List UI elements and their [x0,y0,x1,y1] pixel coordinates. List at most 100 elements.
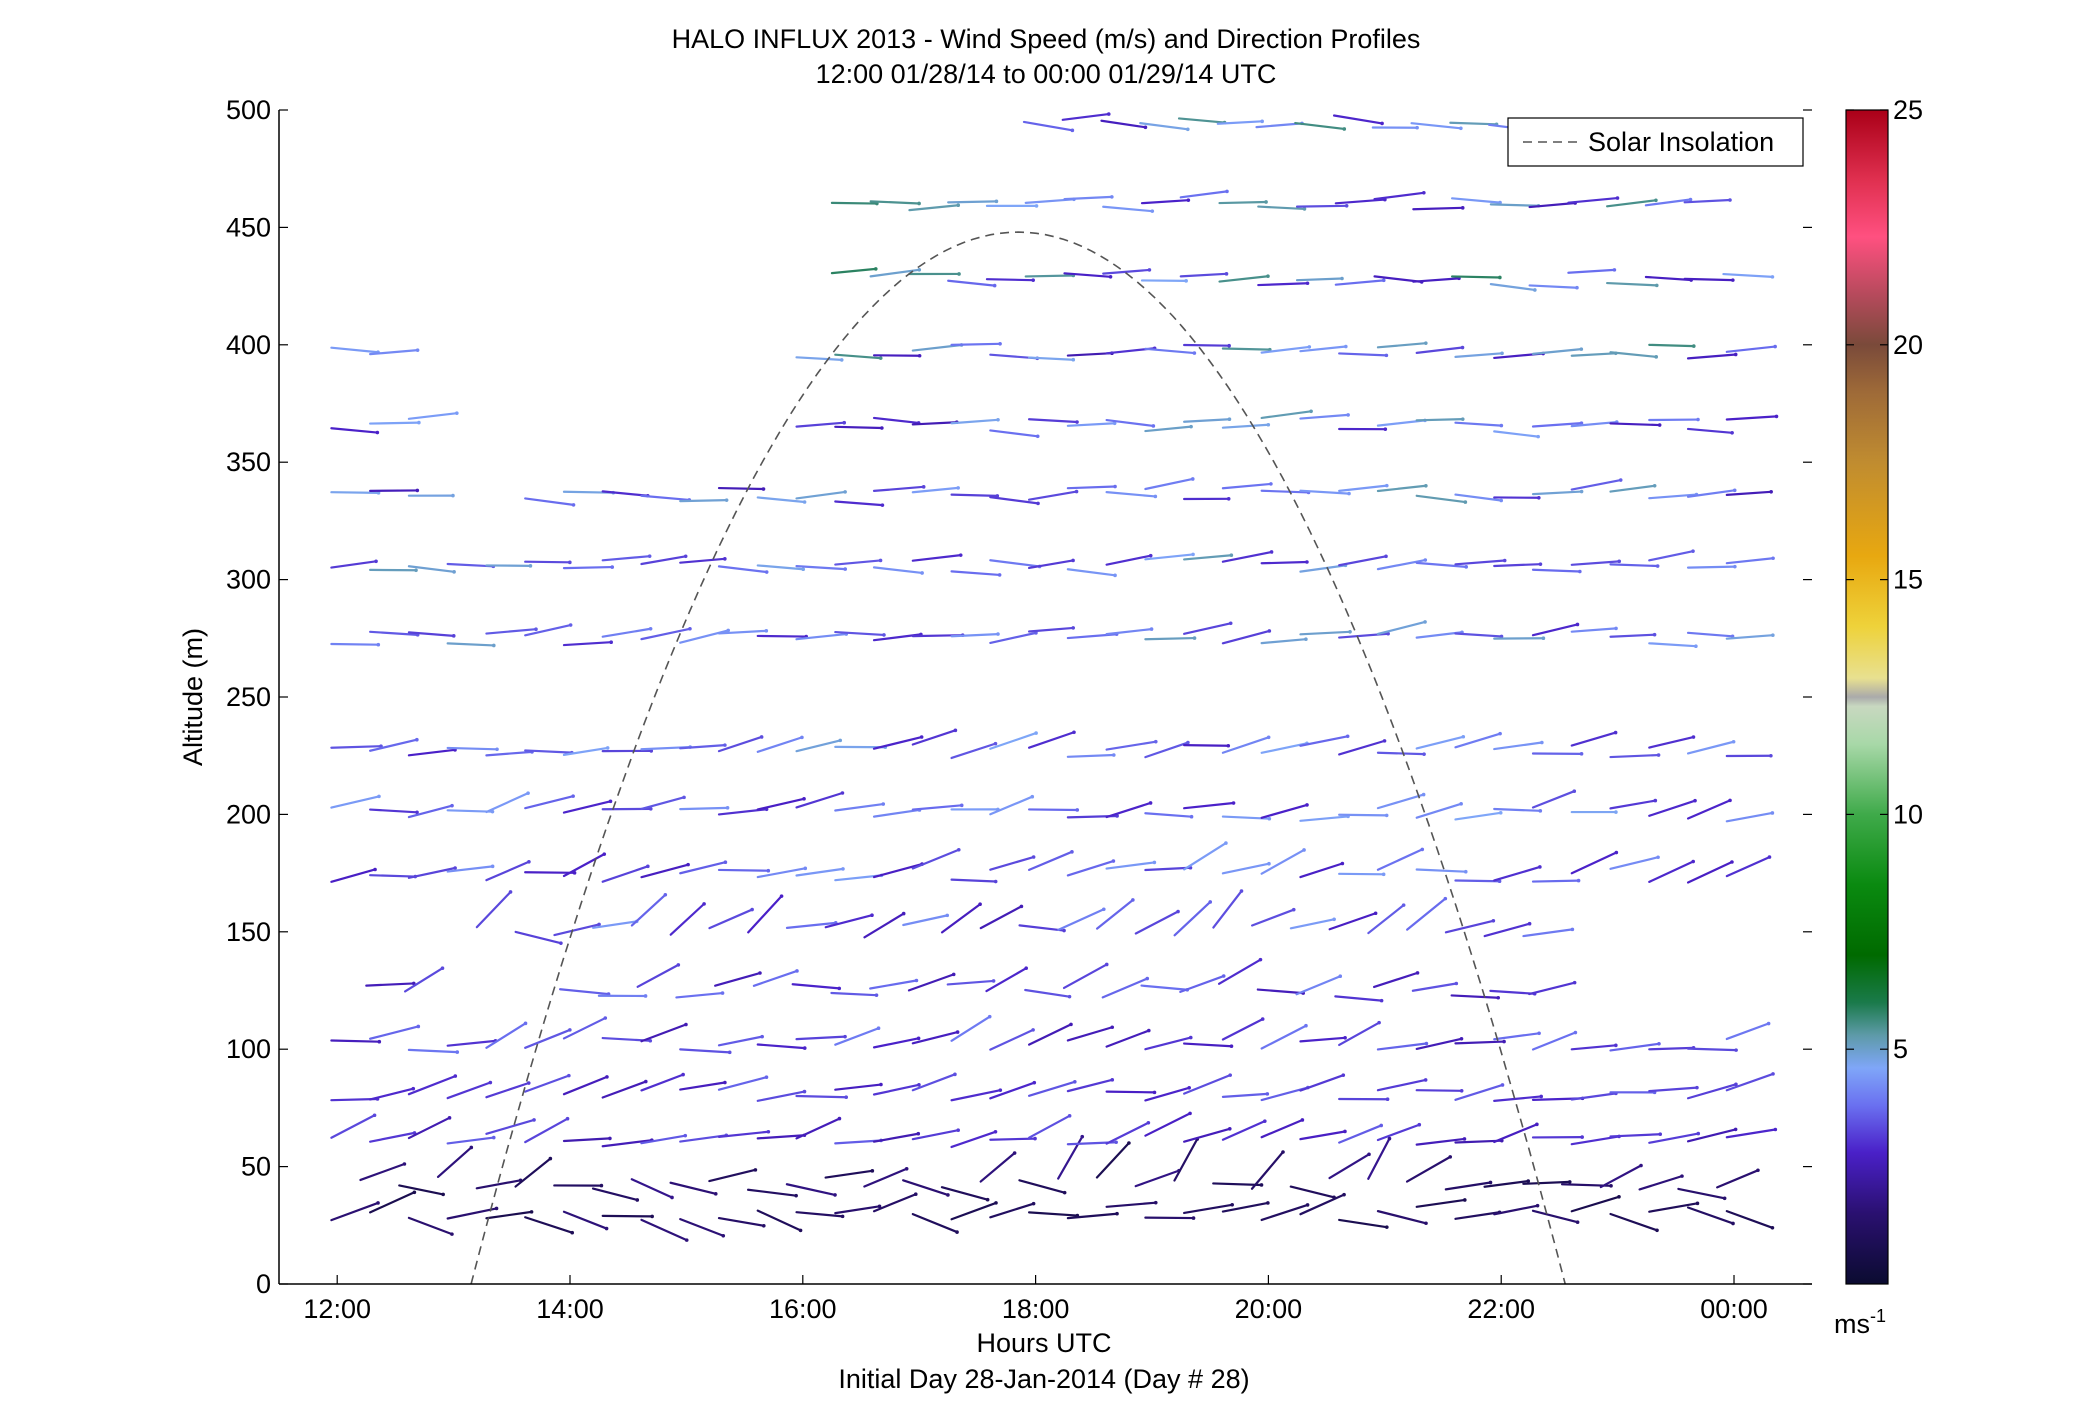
wind-barb-tip [1417,1122,1422,1127]
wind-barb-tip [914,978,919,983]
wind-barb-tip [1343,1036,1347,1040]
wind-barb-tip [526,1081,531,1085]
wind-barb [979,905,1023,930]
wind-barb [756,634,808,638]
wind-barb-tip [608,1136,612,1141]
wind-barb [1338,1021,1381,1047]
wind-barb [1483,922,1531,938]
wind-barb-tip [723,1080,727,1085]
wind-barb-tip [1499,423,1504,428]
y-tick-label: 450 [226,212,271,242]
wind-barb [911,486,960,494]
wind-barb-tip [453,1074,458,1078]
wind-barb-tip [605,746,610,750]
wind-barb-tip [1080,1134,1085,1139]
wind-barb-tip [609,640,613,645]
wind-barb [1295,277,1344,282]
wind-barb-tip [1342,1192,1346,1197]
wind-barb-tip [1225,189,1229,194]
wind-barb [1057,908,1105,931]
wind-barb [756,564,805,571]
wind-barb [1105,628,1153,636]
wind-barb-tip [766,1129,771,1134]
wind-barb [679,861,727,875]
wind-barb [1328,912,1377,931]
wind-barb [1144,636,1196,641]
wind-barb-tip [1307,345,1312,349]
wind-barb-tip [994,1201,998,1205]
wind-barb-tip [644,1079,648,1084]
wind-barb-tip [1498,200,1502,205]
wind-barb [1338,484,1388,492]
wind-barb-tip [1655,564,1660,568]
wind-barb [679,557,726,564]
wind-barb [1299,1130,1347,1141]
wind-barb [1648,1202,1699,1213]
wind-barb [369,349,419,356]
wind-barb [1183,1203,1234,1215]
wind-barb-tip [953,728,958,733]
x-tick-label: 22:00 [1467,1294,1535,1324]
wind-barb [1648,550,1695,562]
wind-barb-tip [1304,637,1308,642]
wind-barb-tip [1579,421,1584,425]
wind-barb [1570,627,1618,633]
wind-barb-tip [1185,127,1190,132]
wind-barb-tip [1459,1089,1464,1093]
wind-barb-tip [1575,285,1579,290]
chart-subtitle: 12:00 01/28/14 to 00:00 01/29/14 UTC [816,59,1277,89]
wind-barb-tip [559,941,563,945]
wind-barb-tip [995,494,1000,498]
wind-barb [514,930,563,945]
wind-barb [562,746,609,756]
wind-barb [1183,1042,1233,1048]
wind-barb-tip [1463,500,1468,504]
wind-barb-tip [647,554,652,558]
wind-barb-tip [1386,631,1390,636]
wind-barb-tip [447,1116,452,1120]
wind-barb-tip [839,358,844,362]
y-tick-label: 500 [226,95,271,125]
wind-barb [785,1183,837,1196]
y-tick-label: 250 [226,682,271,712]
wind-barb-tip [416,1024,421,1029]
wind-barb [1179,272,1228,278]
wind-barb-tip [1657,423,1662,427]
wind-barb-tip [955,1230,959,1234]
wind-barb-tip [1031,855,1036,859]
wind-barb-tip [1070,128,1075,133]
wind-barb [834,425,883,430]
wind-barb [1725,1210,1774,1229]
wind-barb [1218,275,1270,283]
wind-barb-tip [1067,1114,1072,1118]
wind-barb-tip [1341,1073,1346,1077]
wind-barb [1095,1141,1131,1179]
wind-barb-tip [402,1162,407,1166]
y-tick-label: 50 [241,1152,271,1182]
wind-barb [1454,1211,1501,1220]
wind-barb [1173,900,1212,937]
wind-barb-tip [1769,753,1773,758]
wind-barb [592,920,638,929]
wind-barb-tip [1734,1082,1738,1087]
wind-barb-tip [1302,848,1306,852]
wind-barb [1522,928,1574,938]
wind-barb [1299,815,1350,822]
wind-barb-tip [1498,731,1502,736]
wind-barb [989,496,1040,505]
wind-barb-tip [1229,553,1234,558]
wind-barb [756,1043,806,1050]
wind-barb-tip [529,1210,534,1214]
wind-barb-tip [1231,801,1236,805]
wind-barb [1066,568,1117,577]
wind-barb-tip [455,1050,460,1054]
wind-barb-tip [1731,1221,1735,1226]
wind-barb-tip [526,791,530,795]
wind-barb [795,421,846,428]
wind-barb-tip [1227,343,1231,348]
wind-barb [1328,1153,1371,1180]
wind-barb-tip [450,1232,454,1236]
wind-barb [1144,866,1192,872]
wind-barb-tip [997,573,1002,577]
wind-barb-tip [1488,1180,1493,1185]
